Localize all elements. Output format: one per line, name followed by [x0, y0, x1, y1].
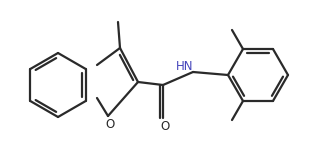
Text: O: O	[105, 119, 114, 132]
Text: O: O	[160, 120, 169, 133]
Text: HN: HN	[176, 59, 194, 72]
